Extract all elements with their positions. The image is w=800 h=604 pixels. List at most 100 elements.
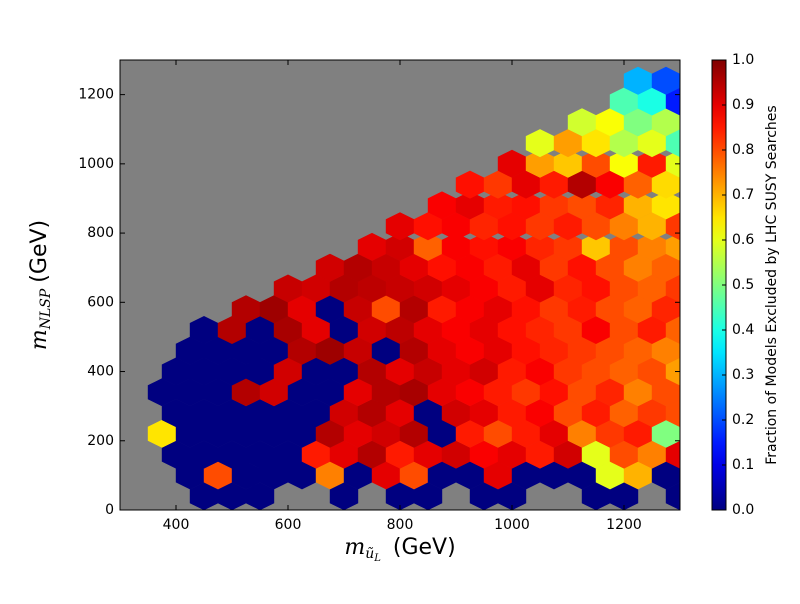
hex-cell bbox=[525, 274, 555, 303]
hex-cell bbox=[553, 399, 583, 428]
hex-cell bbox=[441, 440, 471, 469]
hex-cell bbox=[581, 440, 611, 469]
hex-cell bbox=[511, 295, 541, 324]
hex-cell bbox=[329, 316, 359, 344]
hex-cell bbox=[539, 295, 569, 324]
hex-cell bbox=[553, 274, 583, 303]
hex-cell bbox=[357, 440, 387, 469]
hex-cell bbox=[175, 378, 205, 407]
x-tick-label: 1000 bbox=[494, 517, 530, 533]
hex-cell bbox=[497, 149, 527, 178]
hex-cell bbox=[483, 378, 513, 407]
hex-cell bbox=[595, 336, 625, 365]
x-tick-label: 800 bbox=[387, 517, 414, 533]
hex-cell bbox=[231, 295, 261, 324]
hex-cell bbox=[399, 295, 429, 324]
hex-cell bbox=[245, 399, 275, 428]
colorbar-tick-label: 0.7 bbox=[732, 187, 754, 203]
hex-cell bbox=[581, 482, 611, 510]
hex-cell bbox=[469, 274, 499, 303]
hex-cell bbox=[469, 357, 499, 386]
hex-cell bbox=[189, 440, 219, 469]
colorbar-tick-label: 0.1 bbox=[732, 457, 754, 473]
x-label-sub: ũ bbox=[365, 546, 374, 562]
hex-cell bbox=[623, 108, 653, 137]
hex-cell bbox=[567, 461, 597, 490]
hex-cell bbox=[637, 440, 667, 469]
hex-cell bbox=[651, 378, 680, 407]
hex-cell bbox=[175, 419, 205, 448]
hex-layer bbox=[147, 66, 680, 510]
hex-cell bbox=[189, 357, 219, 386]
hex-cell bbox=[273, 316, 303, 344]
hex-cell bbox=[357, 232, 387, 261]
hex-cell bbox=[609, 232, 639, 261]
hex-cell bbox=[525, 399, 555, 428]
hex-cell bbox=[371, 336, 401, 365]
hex-cell bbox=[399, 336, 429, 365]
hex-cell bbox=[371, 378, 401, 407]
hex-cell bbox=[203, 419, 233, 448]
hex-cell bbox=[427, 461, 457, 490]
y-axis-label: mNLSP (GeV) bbox=[27, 220, 54, 350]
hex-cell bbox=[483, 191, 513, 220]
hex-cell bbox=[483, 170, 513, 199]
hex-cell bbox=[287, 378, 317, 407]
hex-cell bbox=[147, 378, 177, 407]
hex-cell bbox=[413, 212, 443, 241]
hex-cell bbox=[539, 419, 569, 448]
hex-cell bbox=[595, 253, 625, 282]
hex-cell bbox=[147, 419, 177, 448]
hex-cell bbox=[483, 461, 513, 490]
hex-cell bbox=[441, 274, 471, 303]
hex-cell bbox=[483, 253, 513, 282]
hex-cell bbox=[385, 482, 415, 510]
hex-cell bbox=[469, 212, 499, 241]
hex-cell bbox=[175, 461, 205, 490]
hex-cell bbox=[539, 378, 569, 407]
colorbar-tick-label: 0.2 bbox=[732, 412, 754, 428]
hex-cell bbox=[581, 274, 611, 303]
hex-cell bbox=[581, 129, 611, 158]
hex-cell bbox=[217, 482, 247, 510]
x-tick-label: 1200 bbox=[606, 517, 642, 533]
hex-cell bbox=[637, 87, 667, 116]
hex-cell bbox=[287, 295, 317, 324]
hex-cell bbox=[539, 253, 569, 282]
hex-cell bbox=[371, 295, 401, 324]
hex-cell bbox=[441, 399, 471, 428]
hex-cell bbox=[455, 461, 485, 490]
hex-cell bbox=[595, 419, 625, 448]
hex-cell bbox=[525, 212, 555, 241]
hex-cell bbox=[455, 191, 485, 220]
hex-cell bbox=[427, 295, 457, 324]
hex-cell bbox=[301, 357, 331, 386]
hex-cell bbox=[651, 295, 680, 324]
hex-cell bbox=[287, 336, 317, 365]
hex-cell bbox=[553, 149, 583, 178]
hex-cell bbox=[567, 295, 597, 324]
hex-cell bbox=[231, 461, 261, 490]
hex-cell bbox=[637, 212, 667, 241]
y-tick-label: 0 bbox=[105, 502, 114, 518]
hex-cell bbox=[203, 378, 233, 407]
hex-cell bbox=[539, 191, 569, 220]
hex-cell bbox=[623, 66, 653, 95]
hex-cell bbox=[637, 129, 667, 158]
hex-cell bbox=[511, 336, 541, 365]
hex-cell bbox=[539, 170, 569, 199]
hex-cell bbox=[553, 232, 583, 261]
hex-cell bbox=[595, 295, 625, 324]
hex-cell bbox=[399, 378, 429, 407]
hex-cell bbox=[567, 253, 597, 282]
hex-cell bbox=[525, 232, 555, 261]
hex-cell bbox=[189, 316, 219, 344]
hex-cell bbox=[413, 357, 443, 386]
hex-cell bbox=[357, 357, 387, 386]
hex-cell bbox=[553, 440, 583, 469]
hex-cell bbox=[469, 232, 499, 261]
hex-cell bbox=[259, 336, 289, 365]
hex-cell bbox=[329, 274, 359, 303]
